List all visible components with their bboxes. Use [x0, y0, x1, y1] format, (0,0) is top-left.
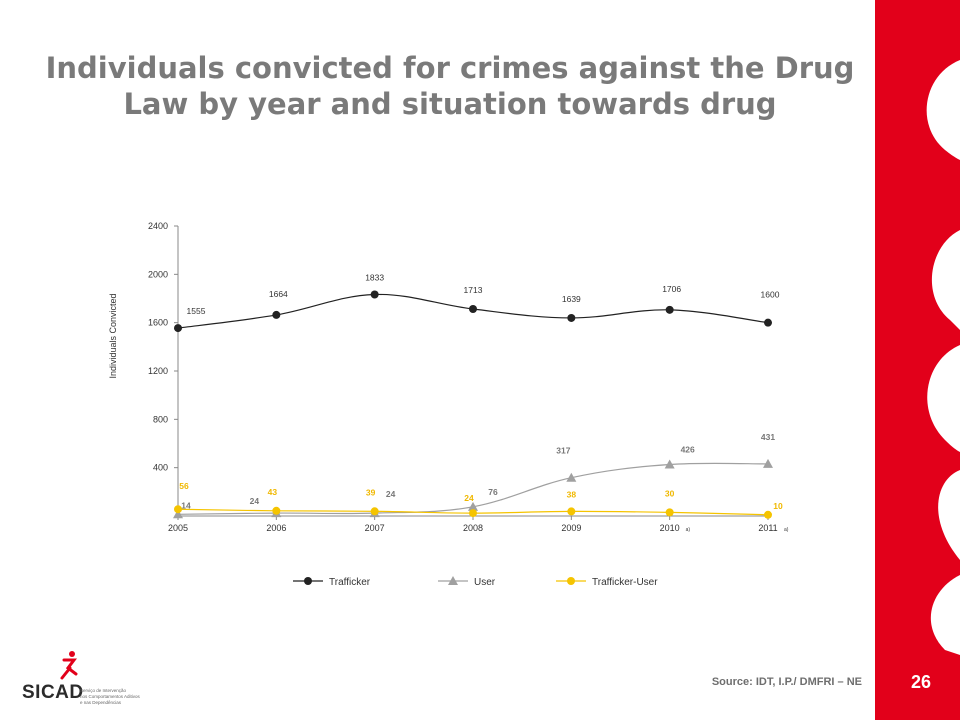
y-tick-label: 2000 [148, 269, 168, 279]
series-point [665, 508, 674, 517]
series-point [763, 458, 773, 468]
data-label: 24 [250, 496, 260, 506]
y-axis-label: Individuals Convicted [108, 293, 118, 378]
logo-wordmark: SICAD [22, 682, 84, 703]
data-label: 426 [681, 445, 695, 455]
x-tick-label: 2011 [758, 523, 777, 533]
x-tick-label: 2007 [365, 523, 385, 533]
x-axis: 2005 2006 2007 2008 2009 2010 a) 2011 a) [168, 515, 789, 533]
logo-subtitle-line: e nas Dependências [80, 700, 122, 705]
x-tick-label: 2010 [660, 523, 680, 533]
x-tick-label: 2009 [561, 523, 581, 533]
series-point [567, 313, 576, 322]
series-point [469, 305, 477, 314]
series-point [567, 507, 576, 516]
series-point [664, 459, 675, 469]
series-point [272, 310, 281, 319]
data-label: 1664 [269, 289, 288, 299]
data-label: 24 [386, 489, 396, 499]
data-label: 38 [567, 489, 577, 499]
x-tick-label: 2008 [463, 523, 483, 533]
series-lines [173, 290, 773, 519]
series-point [665, 305, 674, 314]
data-label: 10 [773, 501, 783, 511]
data-label: 76 [488, 487, 498, 497]
data-label: 56 [179, 481, 189, 491]
y-tick-label: 1200 [148, 366, 168, 376]
page-title: Individuals convicted for crimes against… [45, 51, 855, 121]
y-tick-label: 2400 [148, 221, 168, 231]
data-label: 14 [181, 500, 191, 510]
series-point [272, 506, 281, 515]
data-label: 1706 [662, 284, 681, 294]
legend-marker [448, 576, 458, 585]
x-tick-note: a) [686, 527, 691, 533]
x-tick-label: 2005 [168, 523, 188, 533]
logo-subtitle-line: Serviço de Intervenção [80, 688, 127, 693]
data-label: 1600 [761, 290, 780, 300]
series-point [468, 501, 478, 511]
legend-label: Trafficker-User [592, 577, 658, 588]
data-labels: 1555 1664 1833 1713 1639 1706 1600 14 24 24 76 317 4… [179, 273, 783, 511]
source-note: Source: IDT, I.P./ DMFRI – NE [711, 676, 862, 688]
y-axis: 400 800 1200 1600 2000 2400 [148, 221, 179, 516]
series-point [566, 472, 577, 482]
legend-label: Trafficker [329, 577, 371, 588]
series-point [174, 505, 182, 514]
series-point [174, 324, 182, 333]
data-label: 1713 [464, 285, 483, 295]
data-label: 1555 [187, 306, 206, 316]
series-point [173, 509, 183, 519]
decorative-red-band [875, 0, 960, 720]
y-tick-label: 800 [153, 414, 168, 424]
data-label: 24 [464, 493, 474, 503]
series-point [370, 507, 379, 516]
legend-marker [304, 577, 312, 585]
data-label: 317 [556, 446, 570, 456]
y-tick-label: 1600 [148, 318, 168, 328]
sicad-logo-icon [60, 651, 78, 680]
logo-subtitle-line: nos Comportamentos Aditivos [80, 694, 140, 699]
data-label: 39 [366, 487, 376, 497]
x-tick-note: a) [784, 527, 789, 533]
legend-marker [567, 577, 575, 585]
series-point [764, 318, 772, 327]
y-tick-label: 400 [153, 463, 168, 473]
page-number: 26 [910, 672, 932, 692]
x-tick-label: 2006 [266, 523, 286, 533]
data-label: 1639 [562, 294, 581, 304]
data-label: 431 [761, 432, 775, 442]
series-point [370, 290, 379, 299]
legend: Trafficker User Trafficker-User [293, 576, 658, 588]
series-point [764, 510, 772, 519]
series-point [469, 509, 477, 518]
data-label: 1833 [365, 273, 384, 283]
data-label: 30 [665, 488, 675, 498]
data-label: 43 [268, 487, 278, 497]
legend-label: User [474, 577, 496, 588]
